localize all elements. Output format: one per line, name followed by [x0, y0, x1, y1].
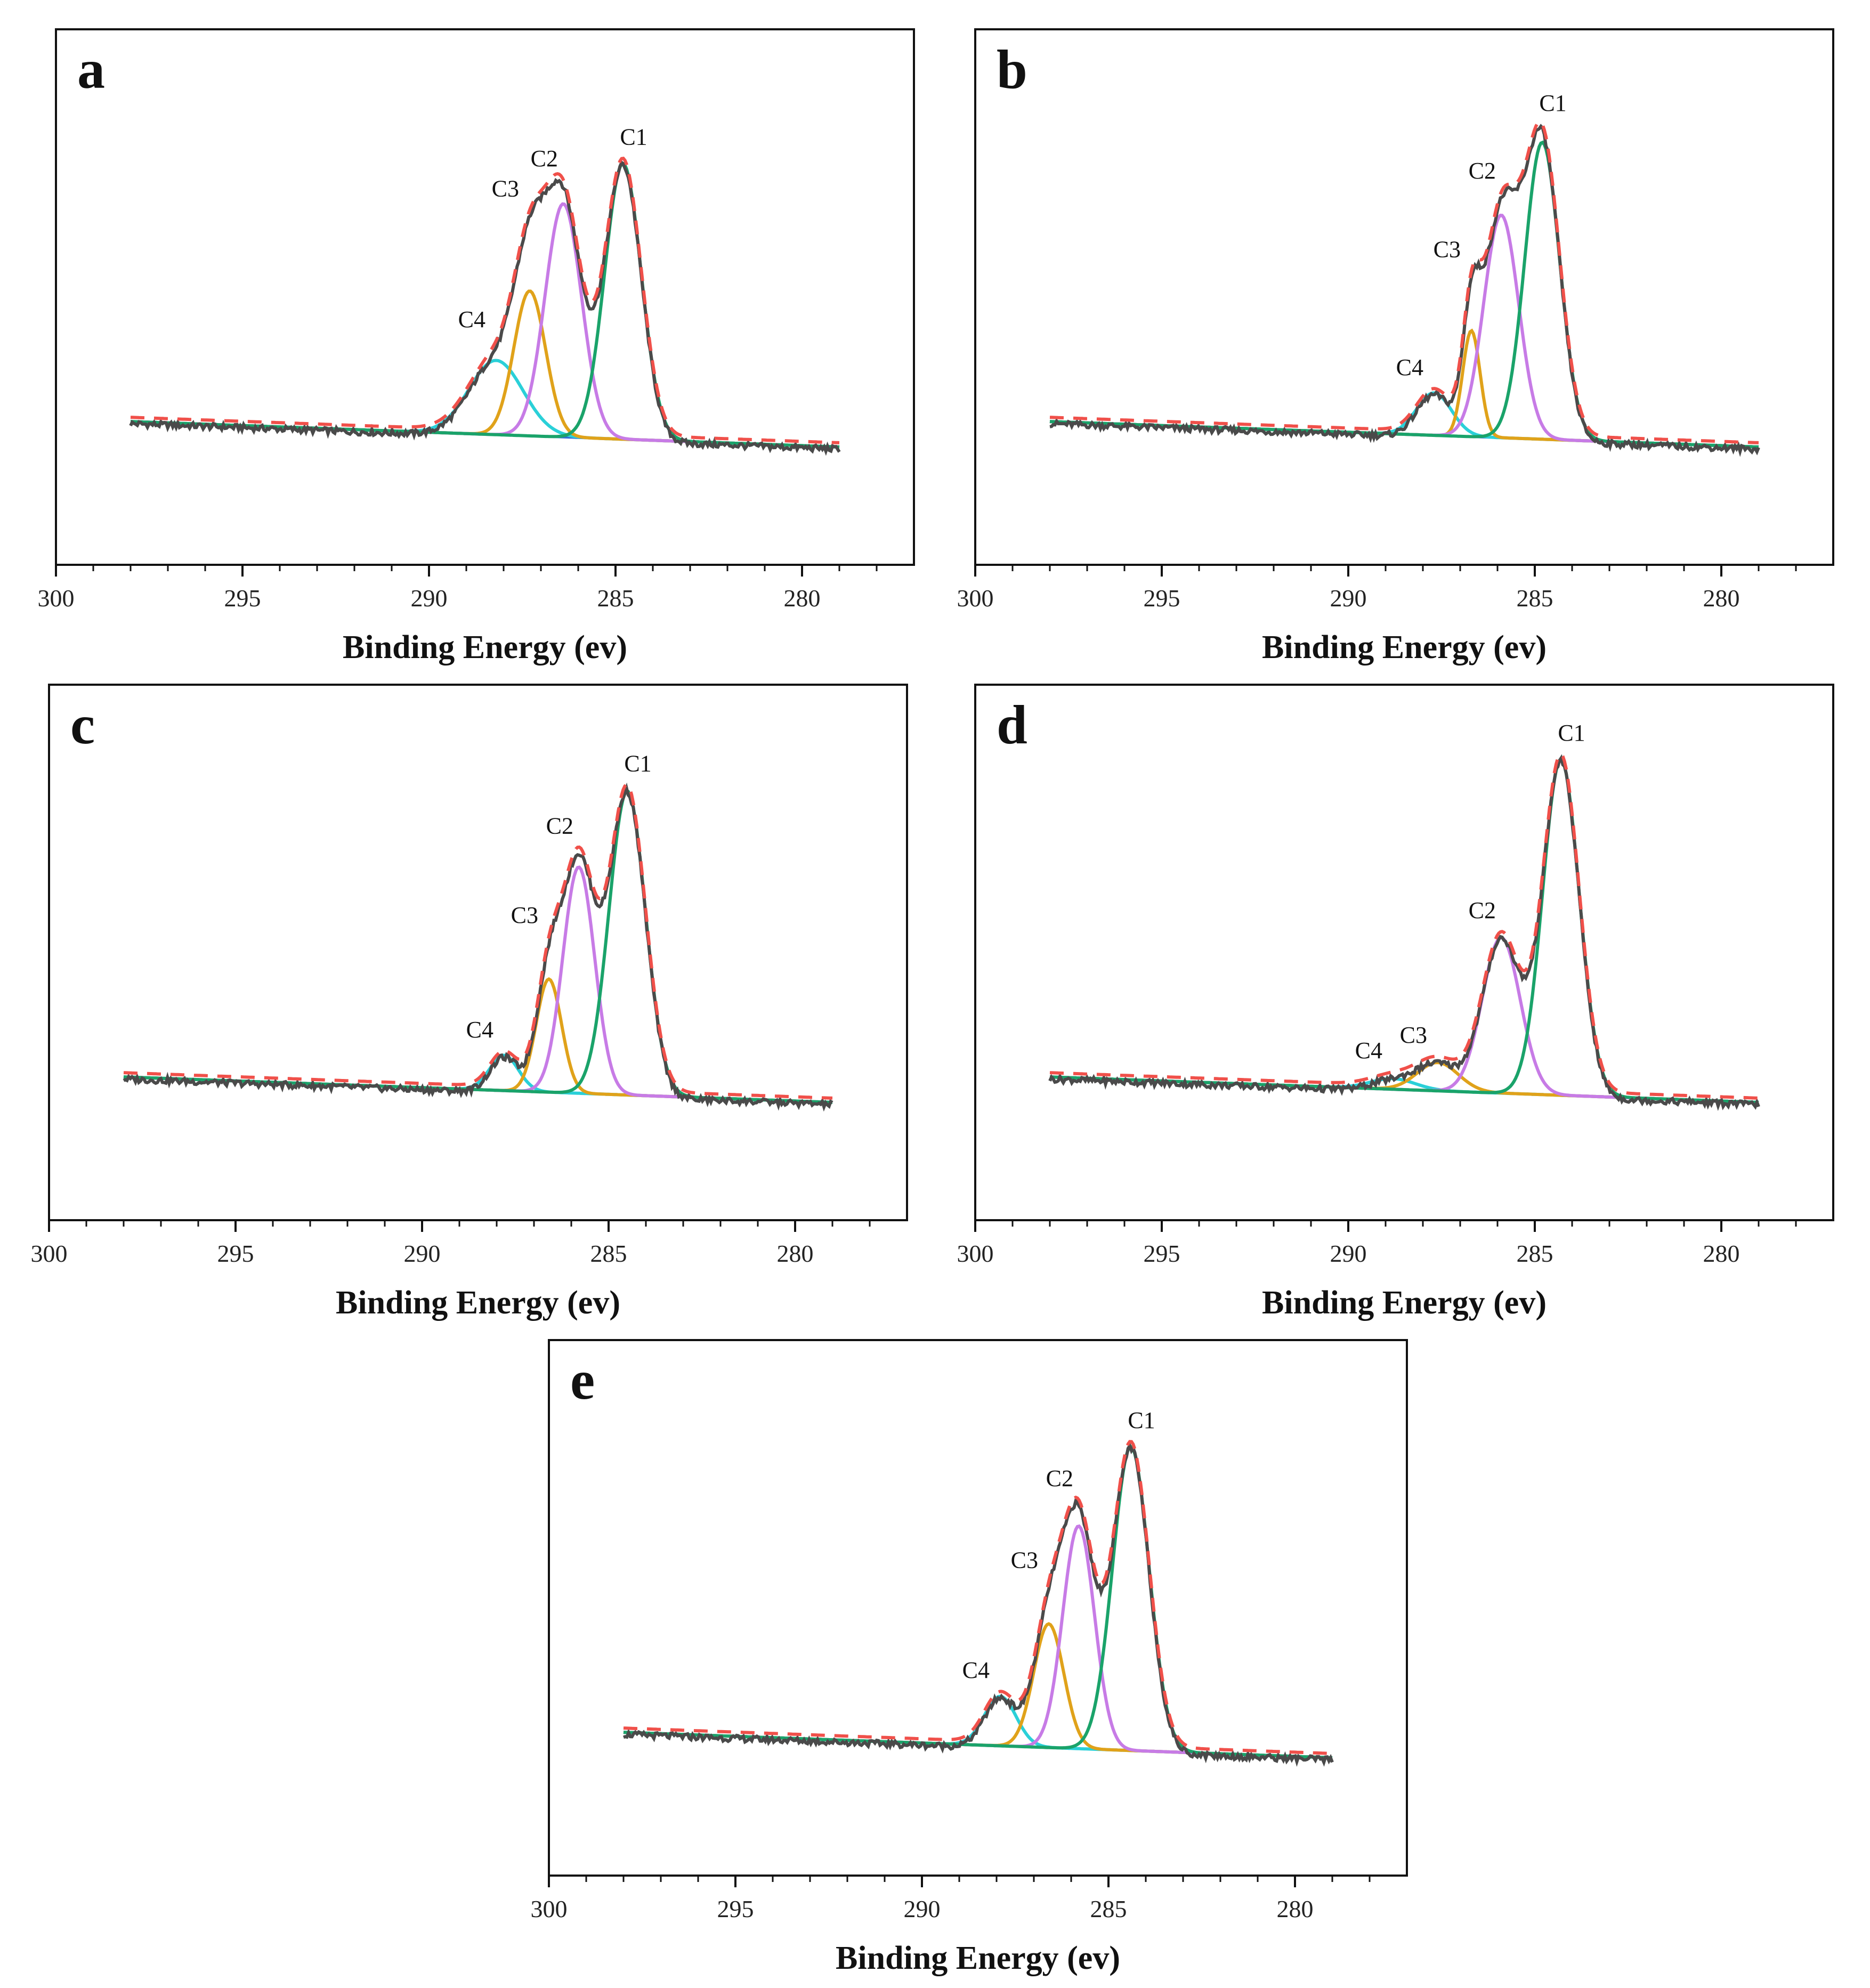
peak-label-c3: C3 — [492, 176, 519, 202]
peak-label-c3: C3 — [1011, 1547, 1038, 1573]
x-tick-label: 285 — [1090, 1895, 1127, 1922]
peak-c1-line — [623, 1445, 1333, 1759]
x-axis-title: Binding Energy (ev) — [1262, 629, 1547, 666]
panel-d: 300 295 290 285 280 Binding Energy (ev) d C1 C2 C… — [957, 684, 1834, 1321]
x-tick-label: 280 — [784, 585, 821, 612]
x-tick-label: 280 — [1703, 1240, 1740, 1267]
x-tick-label: 295 — [1144, 1240, 1180, 1267]
peak-label-c4: C4 — [1396, 354, 1423, 380]
x-tick-label: 300 — [31, 1240, 68, 1267]
x-tick-label: 300 — [957, 585, 994, 612]
panel-letter: e — [570, 1350, 595, 1411]
panel-b: 300 295 290 285 280 Binding Energy (ev) b C1 C2 C… — [957, 28, 1834, 666]
x-tick-label: 285 — [590, 1240, 627, 1267]
peak-label-c2: C2 — [1469, 158, 1496, 184]
peak-label-c4: C4 — [466, 1017, 493, 1043]
peak-label-c1: C1 — [1128, 1407, 1155, 1433]
x-tick-label: 290 — [1330, 585, 1367, 612]
x-tick-label: 290 — [1330, 1240, 1367, 1267]
peak-label-c4: C4 — [458, 306, 485, 332]
peak-label-c2: C2 — [531, 145, 558, 172]
peak-c1-line — [130, 161, 840, 449]
x-tick-label: 290 — [411, 585, 448, 612]
panel-c: 300 295 290 285 280 Binding Energy (ev) c C1 C2 C… — [31, 684, 908, 1321]
experimental-line — [1049, 124, 1760, 457]
peak-label-c1: C1 — [1558, 720, 1585, 746]
x-tick-label: 285 — [597, 585, 634, 612]
x-axis-title: Binding Energy (ev) — [336, 1285, 620, 1321]
experimental-line — [1048, 754, 1760, 1111]
x-axis-title: Binding Energy (ev) — [1262, 1285, 1547, 1321]
experimental-line — [129, 160, 841, 456]
x-tick-label: 290 — [904, 1895, 941, 1922]
peak-label-c2: C2 — [1469, 897, 1496, 923]
plot-frame — [974, 28, 1834, 566]
panel-letter: d — [997, 694, 1027, 756]
fit-envelope-line — [123, 782, 833, 1100]
peak-label-c1: C1 — [1539, 90, 1566, 116]
plot-frame — [48, 684, 908, 1221]
x-tick-label: 295 — [217, 1240, 254, 1267]
fit-envelope-line — [1049, 120, 1759, 444]
fit-envelope-line — [1049, 752, 1759, 1100]
plot-frame — [548, 1339, 1408, 1877]
peak-label-c1: C1 — [620, 124, 647, 150]
peak-label-c2: C2 — [1046, 1465, 1073, 1491]
fit-envelope-line — [623, 1440, 1333, 1755]
peak-label-c3: C3 — [1434, 237, 1461, 263]
x-tick-label: 300 — [957, 1240, 994, 1267]
peak-c2-line — [123, 865, 833, 1104]
panel-e: 300 295 290 285 280 Binding Energy (ev) e C1 C2 C… — [531, 1339, 1408, 1976]
peak-label-c4: C4 — [962, 1657, 990, 1683]
x-axis-title: Binding Energy (ev) — [343, 629, 627, 666]
x-tick-label: 285 — [1517, 585, 1553, 612]
peak-c2-line — [1049, 214, 1759, 449]
panel-letter: c — [70, 694, 95, 756]
fit-envelope-line — [130, 156, 840, 444]
peak-label-c2: C2 — [546, 813, 573, 839]
panel-letter: a — [77, 39, 105, 100]
x-tick-label: 295 — [224, 585, 261, 612]
peak-label-c4: C4 — [1355, 1037, 1382, 1064]
plot-frame — [974, 684, 1834, 1221]
experimental-line — [623, 1442, 1334, 1767]
x-tick-label: 280 — [1277, 1895, 1314, 1922]
experimental-line — [123, 782, 833, 1112]
peak-label-c3: C3 — [511, 902, 538, 928]
panel-letter: b — [997, 39, 1027, 100]
peak-c1-line — [1049, 140, 1759, 449]
x-tick-label: 280 — [777, 1240, 814, 1267]
x-tick-label: 295 — [717, 1895, 754, 1922]
x-axis-title: Binding Energy (ev) — [836, 1940, 1120, 1976]
peak-label-c3: C3 — [1400, 1022, 1427, 1048]
x-tick-label: 300 — [531, 1895, 568, 1922]
panel-a: 300 295 290 285 280 Binding Energy (ev) a C1 C2 C… — [38, 28, 915, 666]
x-tick-label: 285 — [1517, 1240, 1553, 1267]
peak-c1-line — [1049, 757, 1759, 1104]
plot-frame — [55, 28, 915, 566]
peak-label-c1: C1 — [624, 750, 651, 776]
x-tick-label: 300 — [38, 585, 75, 612]
x-tick-label: 290 — [404, 1240, 441, 1267]
x-tick-label: 280 — [1703, 585, 1740, 612]
x-tick-label: 295 — [1144, 585, 1180, 612]
peak-c1-line — [123, 789, 833, 1104]
